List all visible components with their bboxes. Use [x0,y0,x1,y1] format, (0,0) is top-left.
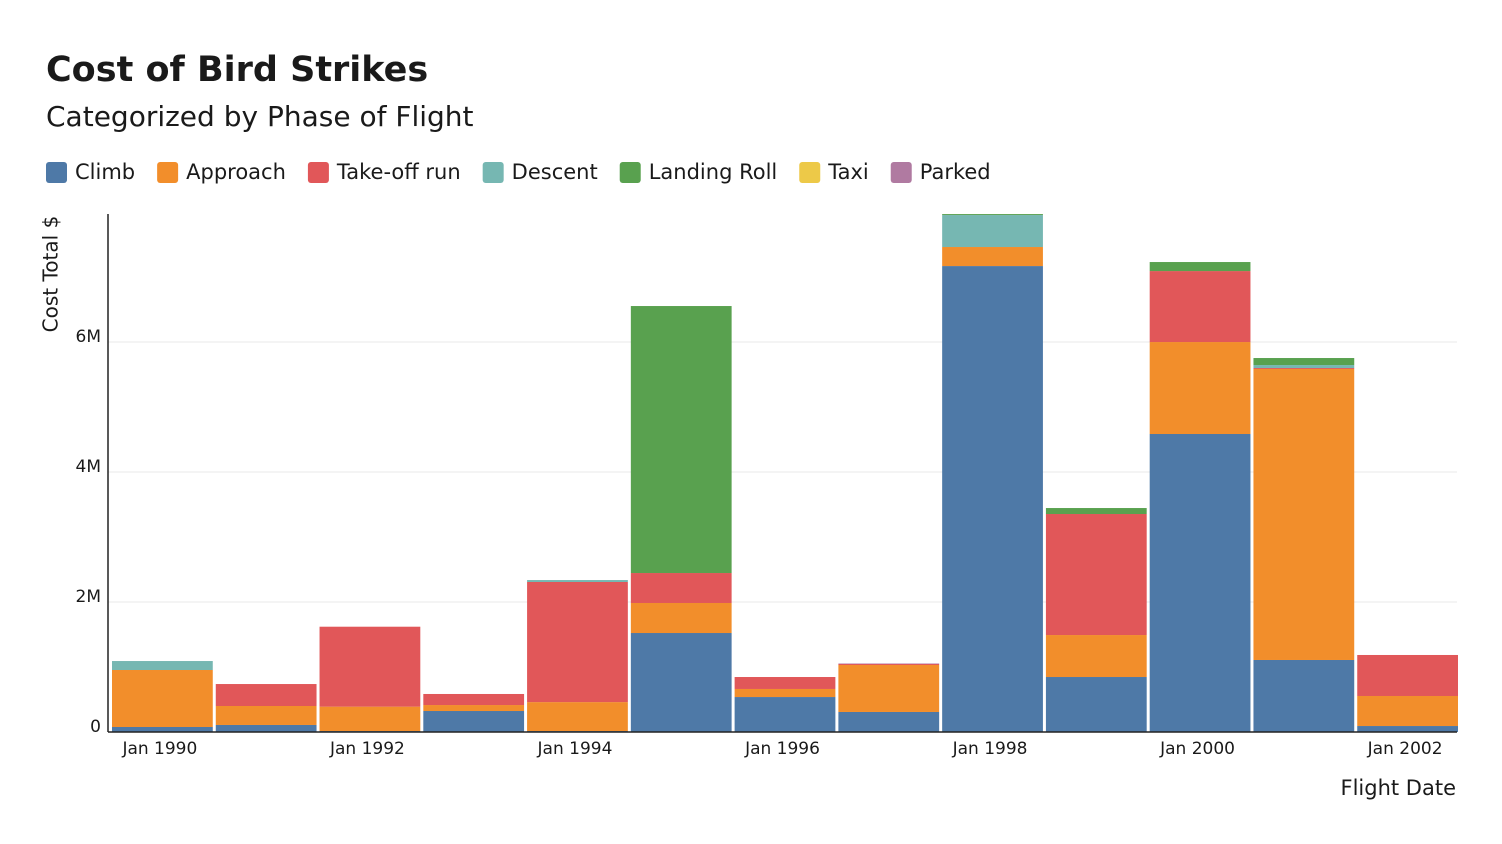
bar-segment [838,664,940,712]
bar-segment [112,726,213,732]
y-axis-label: Cost Total $ [39,216,63,333]
bar-segment [942,214,1043,216]
legend-swatch [157,162,179,183]
bar-segment [1253,368,1355,370]
bar-segment [423,711,525,732]
legend-label: Taxi [827,160,868,184]
x-tick-label: Jan 1990 [121,739,197,759]
legend-label: Parked [920,160,991,184]
x-tick-label: Jan 1994 [537,739,613,759]
bar-segment [112,661,213,670]
y-tick-label: 0 [90,717,101,737]
legend-swatch [890,162,912,183]
legend-label: Approach [186,160,286,184]
legend-label: Climb [75,160,135,184]
bar-segment [1253,659,1355,732]
y-tick-label: 6M [76,327,101,347]
legend-label: Take-off run [336,160,461,184]
bar-segment [527,581,628,703]
x-tick-label: Jan 2002 [1367,739,1443,759]
bar-segment [319,706,421,732]
bar-segment [423,705,525,712]
bar-segment [1045,508,1147,515]
legend-label: Landing Roll [649,160,778,184]
chart-subtitle: Categorized by Phase of Flight [46,100,474,133]
bar-segment [1253,365,1355,369]
bar-segment [1149,434,1251,732]
x-tick-label: Jan 1992 [329,739,405,759]
bar-segment [1357,654,1458,696]
bar-segment [630,573,732,603]
bar-segment [838,711,940,732]
legend-swatch [46,162,67,183]
chart-title: Cost of Bird Strikes [46,50,428,90]
bar-segment [1045,677,1147,732]
legend-swatch [619,162,641,183]
bar-segment [527,702,628,732]
x-tick-label: Jan 1996 [744,739,820,759]
bar-segment [734,697,836,732]
y-tick-label: 4M [76,457,101,477]
x-tick-label: Jan 2000 [1159,739,1235,759]
bar-segment [1045,635,1147,678]
bar-segment [215,706,317,725]
x-axis-label: Flight Date [1341,776,1457,800]
bar-segment [942,247,1043,267]
bar-segment [630,306,732,574]
y-tick-label: 2M [76,587,101,607]
bar-segment [1045,514,1147,636]
bar-segment [630,602,732,634]
bar-segment [942,215,1043,248]
bar-segment [838,663,940,665]
legend-swatch [482,162,504,183]
bar-segment [1357,726,1458,732]
bar-segment [112,669,213,727]
bar-segment [734,688,836,698]
x-tick-label: Jan 1998 [952,739,1028,759]
bar-segment [1253,358,1355,366]
bar-segment [1149,271,1251,343]
bar-segment [734,677,836,689]
bar-segment [215,684,317,707]
bar-segment [319,626,421,707]
bar-segment [1149,342,1251,435]
legend-swatch [307,162,329,183]
legend-label: Descent [512,160,598,184]
bar-segment [838,664,940,665]
bar-segment [527,580,628,582]
bar-segment [423,693,525,706]
bar-segment [215,724,317,732]
bar-segment [1357,695,1458,727]
bar-segment [630,633,732,732]
bar-segment [1149,262,1251,272]
bar-segment [1253,369,1355,660]
bar-segment [942,266,1043,732]
legend-swatch [799,162,821,183]
